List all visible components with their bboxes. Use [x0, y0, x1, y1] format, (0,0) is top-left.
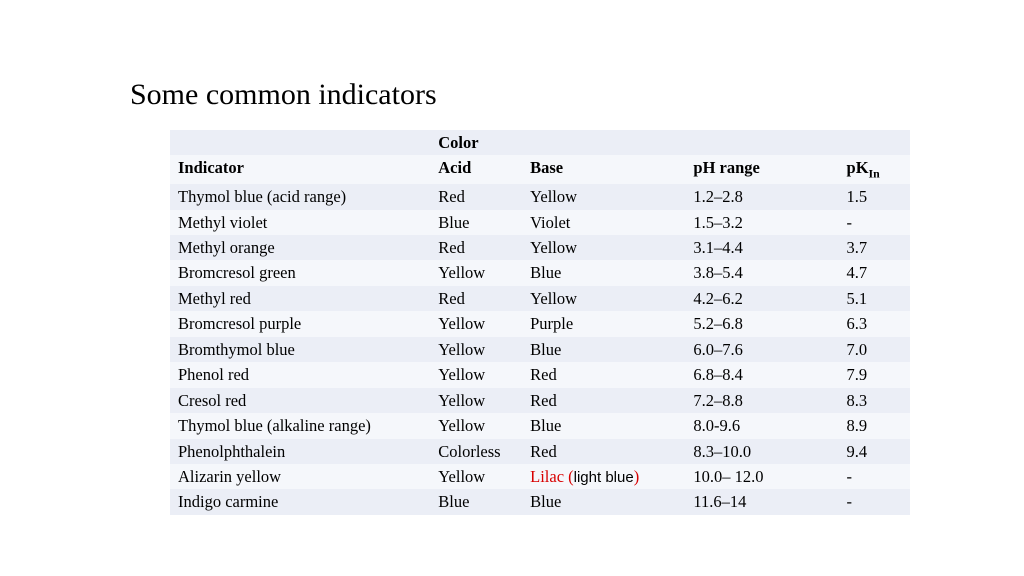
table-cell: 7.9 [839, 362, 910, 387]
table-cell: Lilac (light blue) [522, 464, 685, 490]
page-title: Some common indicators [130, 78, 437, 112]
header-indicator: Indicator [170, 155, 430, 184]
table-cell: Yellow [430, 388, 522, 413]
table-cell: 1.5 [839, 184, 910, 209]
table-cell: Red [430, 235, 522, 260]
table-cell: Bromthymol blue [170, 337, 430, 362]
table-cell: - [839, 489, 910, 514]
table-row: Bromcresol purpleYellowPurple5.2–6.86.3 [170, 311, 910, 336]
indicators-table: ColorIndicatorAcidBasepH rangepKInThymol… [170, 130, 910, 515]
table-cell [170, 130, 430, 155]
table-row: Indigo carmineBlueBlue11.6–14- [170, 489, 910, 514]
table-cell: Phenol red [170, 362, 430, 387]
table-row: Phenol redYellowRed6.8–8.47.9 [170, 362, 910, 387]
table-cell: Blue [522, 337, 685, 362]
header-ph: pH range [685, 155, 838, 184]
table-cell: Indigo carmine [170, 489, 430, 514]
table-row: Thymol blue (acid range)RedYellow1.2–2.8… [170, 184, 910, 209]
table-cell: Blue [430, 489, 522, 514]
table-cell: 5.1 [839, 286, 910, 311]
table-cell: Bromcresol purple [170, 311, 430, 336]
table-cell: 8.3–10.0 [685, 439, 838, 464]
table-cell: 8.3 [839, 388, 910, 413]
table-cell: Blue [430, 210, 522, 235]
table-cell: 7.0 [839, 337, 910, 362]
table-cell [839, 130, 910, 155]
table-cell: Purple [522, 311, 685, 336]
table-header-row: IndicatorAcidBasepH rangepKIn [170, 155, 910, 184]
table-cell: 3.1–4.4 [685, 235, 838, 260]
table-cell: Yellow [522, 184, 685, 209]
table-cell: 8.9 [839, 413, 910, 438]
table-row: Bromcresol greenYellowBlue3.8–5.44.7 [170, 260, 910, 285]
table-cell: Phenolphthalein [170, 439, 430, 464]
table-cell: Colorless [430, 439, 522, 464]
table-row: Bromthymol blueYellowBlue6.0–7.67.0 [170, 337, 910, 362]
table-cell: 6.0–7.6 [685, 337, 838, 362]
table-row: Thymol blue (alkaline range)YellowBlue8.… [170, 413, 910, 438]
table-cell: - [839, 464, 910, 490]
header-acid: Acid [430, 155, 522, 184]
table-cell: Red [522, 439, 685, 464]
table-cell: Red [522, 362, 685, 387]
table-cell: Cresol red [170, 388, 430, 413]
table-row: Methyl redRedYellow4.2–6.25.1 [170, 286, 910, 311]
table-cell: Methyl red [170, 286, 430, 311]
table-cell: 8.0-9.6 [685, 413, 838, 438]
table-cell: Red [430, 286, 522, 311]
table-cell: Yellow [430, 311, 522, 336]
table-cell: Red [430, 184, 522, 209]
table-cell: Alizarin yellow [170, 464, 430, 490]
table-cell: Yellow [430, 260, 522, 285]
table-cell: 7.2–8.8 [685, 388, 838, 413]
table-cell: Yellow [522, 235, 685, 260]
table-cell [685, 130, 838, 155]
table-row: Alizarin yellowYellowLilac (light blue)1… [170, 464, 910, 490]
table-cell: Yellow [430, 413, 522, 438]
header-pk: pKIn [839, 155, 910, 184]
table-cell: 4.2–6.2 [685, 286, 838, 311]
table-cell: 10.0– 12.0 [685, 464, 838, 490]
table-cell: 3.8–5.4 [685, 260, 838, 285]
table-cell: 9.4 [839, 439, 910, 464]
table-cell: Thymol blue (alkaline range) [170, 413, 430, 438]
table-cell: Methyl orange [170, 235, 430, 260]
table-header-group: Color [170, 130, 910, 155]
table-cell: Blue [522, 260, 685, 285]
table-cell: Yellow [430, 464, 522, 490]
table-cell: Red [522, 388, 685, 413]
table-row: Methyl orangeRedYellow3.1–4.43.7 [170, 235, 910, 260]
table-row: Cresol redYellowRed7.2–8.88.3 [170, 388, 910, 413]
table-cell: 1.2–2.8 [685, 184, 838, 209]
table-cell: 3.7 [839, 235, 910, 260]
table-cell: 1.5–3.2 [685, 210, 838, 235]
table-cell: Blue [522, 413, 685, 438]
table-cell: 4.7 [839, 260, 910, 285]
table-cell: - [839, 210, 910, 235]
table-cell: Yellow [522, 286, 685, 311]
table-cell: Yellow [430, 337, 522, 362]
table-cell: Yellow [430, 362, 522, 387]
header-color: Color [430, 130, 685, 155]
table-cell: 6.3 [839, 311, 910, 336]
table-cell: Thymol blue (acid range) [170, 184, 430, 209]
table-cell: Blue [522, 489, 685, 514]
table-cell: Bromcresol green [170, 260, 430, 285]
header-base: Base [522, 155, 685, 184]
table-cell: 6.8–8.4 [685, 362, 838, 387]
table-cell: 11.6–14 [685, 489, 838, 514]
table-cell: Violet [522, 210, 685, 235]
table-row: Methyl violetBlueViolet1.5–3.2- [170, 210, 910, 235]
table-cell: Methyl violet [170, 210, 430, 235]
table-cell: 5.2–6.8 [685, 311, 838, 336]
table-row: PhenolphthaleinColorlessRed8.3–10.09.4 [170, 439, 910, 464]
